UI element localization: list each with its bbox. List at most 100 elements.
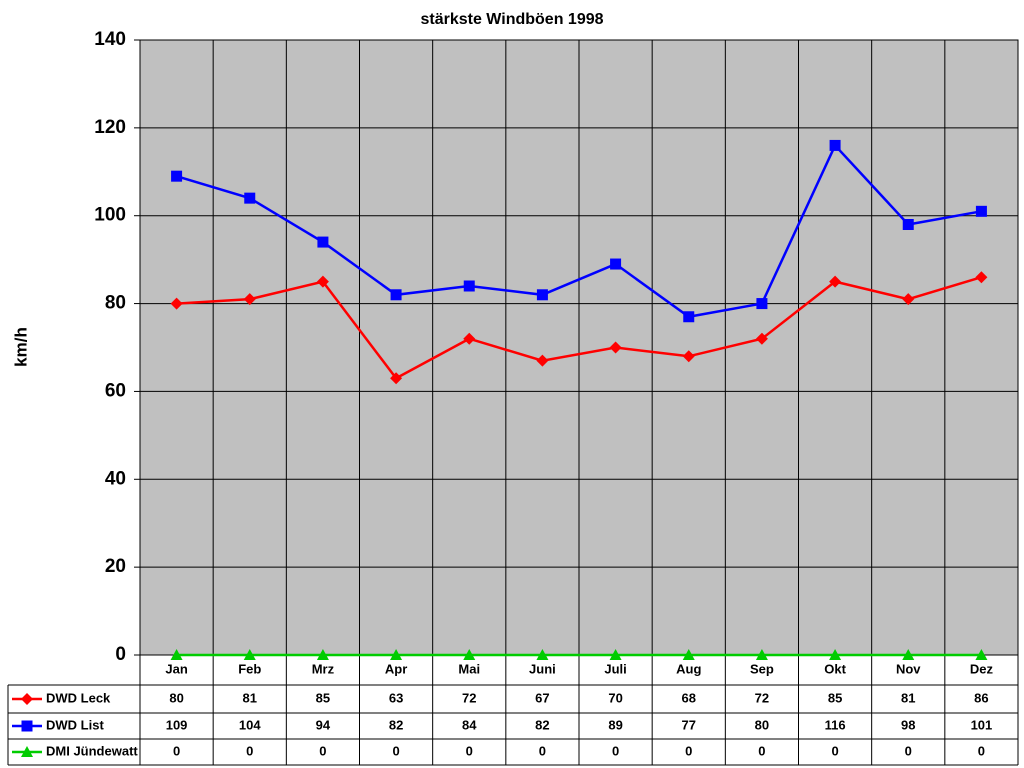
y-tick-label: 40	[105, 468, 126, 489]
table-value: 77	[682, 717, 696, 732]
table-value: 0	[978, 743, 985, 758]
data-point	[902, 293, 915, 306]
data-point	[755, 332, 768, 345]
legend-marker	[21, 693, 33, 705]
data-point	[683, 311, 695, 323]
x-tick-label: Okt	[824, 661, 846, 676]
table-value: 98	[901, 717, 915, 732]
data-point	[243, 649, 256, 660]
data-point	[682, 649, 695, 660]
series-line	[176, 276, 982, 380]
table-value: 80	[755, 717, 769, 732]
data-point	[390, 289, 402, 301]
data-point	[317, 236, 329, 248]
table-value: 0	[612, 743, 619, 758]
table-value: 86	[974, 690, 988, 705]
data-point	[536, 354, 549, 367]
table-value: 0	[539, 743, 546, 758]
table-value: 85	[828, 690, 842, 705]
y-tick-label: 120	[94, 117, 126, 138]
data-point	[682, 350, 695, 363]
data-point	[975, 271, 988, 284]
table-value: 94	[316, 717, 331, 732]
data-point	[390, 372, 403, 385]
legend-marker	[21, 720, 33, 732]
y-tick-label: 140	[94, 29, 126, 50]
table-value: 0	[392, 743, 399, 758]
table-value: 0	[905, 743, 912, 758]
table-value: 84	[462, 717, 477, 732]
data-point	[316, 649, 329, 660]
x-tick-label: Juli	[604, 661, 626, 676]
table-value: 82	[535, 717, 549, 732]
table-value: 89	[608, 717, 622, 732]
data-point	[829, 649, 842, 660]
legend-label: DMI Jündewatt	[46, 743, 138, 758]
table-value: 81	[243, 690, 257, 705]
table-value: 0	[466, 743, 473, 758]
data-point	[244, 192, 256, 204]
legend-marker	[21, 746, 33, 757]
data-point	[755, 649, 768, 660]
y-tick-label: 80	[105, 293, 126, 314]
y-tick-label: 20	[105, 556, 126, 577]
table-value: 0	[685, 743, 692, 758]
data-point	[243, 293, 256, 306]
x-tick-label: Nov	[896, 661, 921, 676]
data-point	[463, 280, 475, 292]
data-point	[902, 649, 915, 660]
data-point	[610, 258, 622, 270]
data-point	[536, 649, 549, 660]
table-value: 109	[166, 717, 188, 732]
data-point	[316, 275, 329, 288]
table-value: 0	[319, 743, 326, 758]
series-line	[176, 143, 982, 319]
table-value: 72	[462, 690, 476, 705]
table-value: 70	[608, 690, 622, 705]
table-value: 67	[535, 690, 549, 705]
x-tick-label: Aug	[676, 661, 701, 676]
y-tick-label: 60	[105, 380, 126, 401]
table-value: 82	[389, 717, 403, 732]
data-point	[829, 139, 841, 151]
data-point	[609, 341, 622, 354]
table-value: 0	[758, 743, 765, 758]
table-value: 101	[971, 717, 993, 732]
table-value: 0	[831, 743, 838, 758]
legend-label: DWD List	[46, 717, 104, 732]
legend-label: DWD Leck	[46, 690, 111, 705]
data-point	[390, 649, 403, 660]
x-tick-label: Apr	[385, 661, 407, 676]
table-value: 68	[682, 690, 696, 705]
table-value: 104	[239, 717, 261, 732]
table-value: 85	[316, 690, 330, 705]
y-axis-label: km/h	[11, 327, 30, 367]
data-point	[170, 297, 183, 310]
data-point	[902, 219, 914, 230]
table-value: 80	[169, 690, 183, 705]
data-point	[975, 649, 988, 660]
data-point	[463, 649, 476, 660]
table-value: 116	[825, 717, 846, 732]
x-tick-label: Sep	[750, 661, 774, 676]
x-tick-label: Dez	[970, 661, 994, 676]
data-point	[463, 332, 476, 345]
data-point	[829, 275, 842, 288]
y-tick-label: 100	[94, 205, 126, 226]
y-tick-label: 0	[115, 644, 126, 665]
table-value: 72	[755, 690, 769, 705]
x-tick-label: Mai	[458, 661, 480, 676]
table-value: 0	[173, 743, 180, 758]
data-point	[171, 170, 183, 182]
data-point	[609, 649, 622, 660]
data-point	[536, 289, 548, 301]
table-value: 81	[901, 690, 915, 705]
x-tick-label: Juni	[529, 661, 556, 676]
chart-title: stärkste Windböen 1998	[420, 11, 603, 28]
x-tick-label: Feb	[238, 661, 261, 676]
x-tick-label: Jan	[165, 661, 187, 676]
table-value: 63	[389, 690, 403, 705]
data-point	[170, 649, 183, 660]
data-point	[756, 298, 768, 310]
